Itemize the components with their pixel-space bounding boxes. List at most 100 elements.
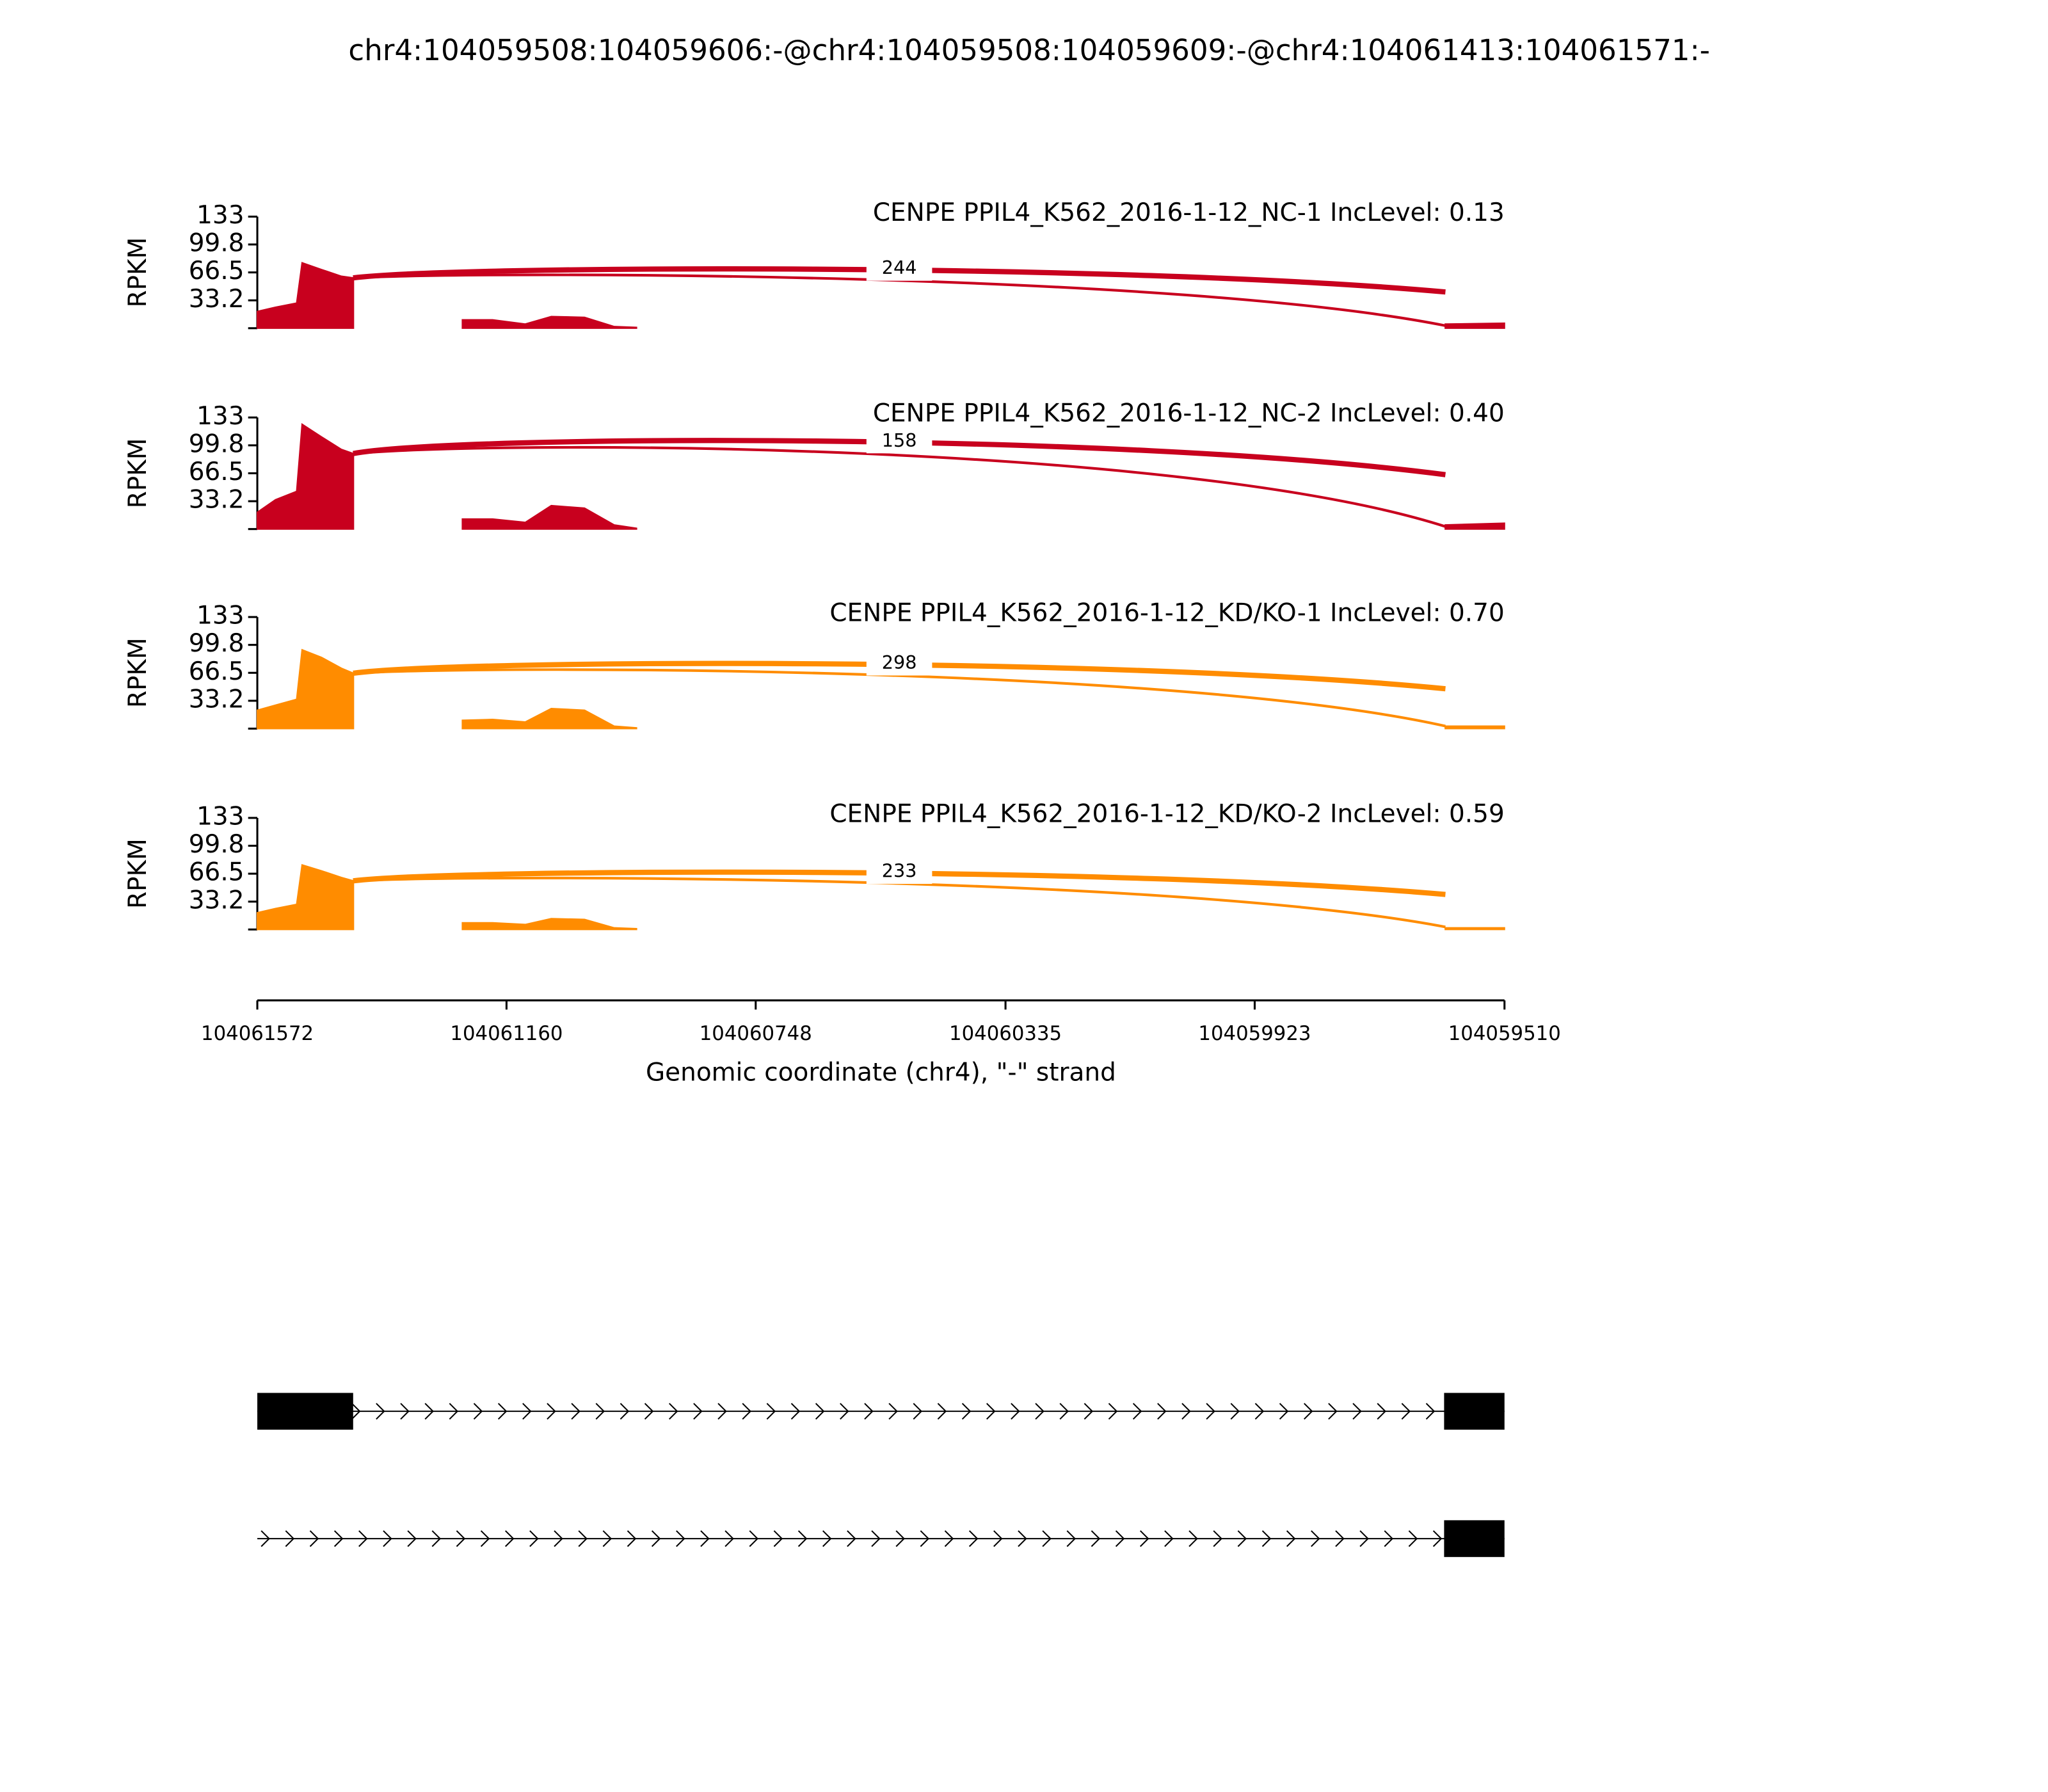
x-tick-label: 104060748 (700, 1022, 812, 1045)
strand-arrow (1401, 1403, 1411, 1420)
y-axis-label: RPKM (124, 838, 152, 909)
strand-arrow (1213, 1530, 1222, 1548)
strand-arrow (260, 1530, 270, 1548)
strand-arrow (1286, 1530, 1296, 1548)
strand-arrow (1042, 1530, 1052, 1548)
strand-arrow (1059, 1403, 1069, 1420)
y-axis-label: RPKM (124, 438, 152, 509)
strand-arrow (358, 1530, 368, 1548)
strand-arrow (944, 1530, 954, 1548)
y-axis-label: RPKM (124, 637, 152, 708)
y-tick-label: 66.5 (189, 257, 244, 285)
strand-arrow (920, 1530, 930, 1548)
strand-arrow (1140, 1530, 1149, 1548)
y-tick-label: 133 (196, 201, 244, 230)
strand-arrow (1157, 1403, 1167, 1420)
strand-arrow (913, 1403, 923, 1420)
y-tick-label: 66.5 (189, 458, 244, 486)
junction-label-bg (866, 860, 932, 884)
x-tick-label: 104059510 (1448, 1022, 1561, 1045)
junction-label: 158 (882, 429, 917, 451)
strand-arrow (1254, 1403, 1265, 1420)
strand-arrow (993, 1530, 1003, 1548)
strand-arrow (529, 1530, 539, 1548)
strand-arrow (1328, 1403, 1338, 1420)
strand-arrow (864, 1403, 874, 1420)
strand-arrow (847, 1530, 856, 1548)
y-tick-label: 66.5 (189, 657, 244, 686)
strand-arrow (742, 1403, 751, 1420)
strand-arrow (1408, 1530, 1418, 1548)
coverage-area (257, 422, 355, 530)
strand-arrow (383, 1530, 392, 1548)
x-tick-label: 104061572 (201, 1022, 314, 1045)
strand-arrow (571, 1403, 580, 1420)
junction-arc-minor (353, 876, 1446, 929)
strand-arrow (644, 1403, 654, 1420)
x-axis-label: Genomic coordinate (chr4), "-" strand (646, 1058, 1116, 1087)
strand-arrow (1432, 1530, 1443, 1548)
junction-label: 233 (882, 860, 917, 882)
y-tick-label: 133 (196, 802, 244, 831)
y-tick-label: 99.8 (189, 228, 244, 257)
coverage-area (1444, 322, 1505, 329)
strand-arrow (717, 1403, 727, 1420)
strand-arrow (1359, 1530, 1369, 1548)
strand-arrow (1115, 1530, 1125, 1548)
strand-arrow (895, 1530, 905, 1548)
y-tick-label: 33.2 (189, 685, 244, 714)
strand-arrow (1084, 1403, 1094, 1420)
y-tick-label: 133 (196, 602, 244, 630)
y-tick-label: 33.2 (189, 285, 244, 314)
strand-arrow (1425, 1403, 1436, 1420)
junction-arc-minor (353, 445, 1446, 528)
strand-arrow (840, 1403, 849, 1420)
x-tick-label: 104059923 (1198, 1022, 1311, 1045)
coverage-area (461, 504, 637, 530)
strand-arrow (1230, 1403, 1240, 1420)
junction-arc-minor (353, 668, 1446, 728)
strand-arrow (602, 1530, 612, 1548)
junction-arc (353, 660, 1446, 692)
strand-arrow (595, 1403, 605, 1420)
exon (1444, 1393, 1505, 1430)
strand-arrow (815, 1403, 825, 1420)
junction-label: 244 (882, 257, 917, 278)
strand-arrow (1261, 1530, 1272, 1548)
strand-arrow (351, 1403, 361, 1420)
coverage-area (1444, 927, 1505, 931)
strand-arrow (522, 1403, 532, 1420)
strand-arrow (1018, 1530, 1027, 1548)
y-tick-label: 66.5 (189, 858, 244, 887)
y-tick-label: 133 (196, 402, 244, 431)
coverage-area (461, 918, 637, 931)
coverage-area (1444, 725, 1505, 730)
junction-label-bg (866, 652, 932, 676)
strand-arrow (431, 1530, 442, 1548)
strand-arrow (480, 1530, 490, 1548)
strand-arrow (676, 1530, 685, 1548)
gene-model (257, 1393, 1505, 1557)
strand-arrow (285, 1530, 295, 1548)
strand-arrow (578, 1530, 588, 1548)
strand-arrow (449, 1403, 459, 1420)
strand-arrow (1311, 1530, 1320, 1548)
strand-arrow (456, 1530, 466, 1548)
strand-arrow (1206, 1403, 1215, 1420)
strand-arrow (1304, 1403, 1313, 1420)
coverage-area (461, 316, 637, 329)
strand-arrow (1132, 1403, 1142, 1420)
strand-arrow (968, 1530, 979, 1548)
strand-arrow (961, 1403, 972, 1420)
strand-arrow (888, 1403, 898, 1420)
panel-title: CENPE PPIL4_K562_2016-1-12_NC-1 IncLevel… (873, 198, 1505, 227)
junction-arc-minor (353, 273, 1446, 327)
strand-arrow (724, 1530, 734, 1548)
panel-title: CENPE PPIL4_K562_2016-1-12_KD/KO-2 IncLe… (829, 799, 1504, 828)
strand-arrow (1035, 1403, 1044, 1420)
strand-arrow (505, 1530, 515, 1548)
strand-arrow (937, 1403, 947, 1420)
strand-arrow (407, 1530, 417, 1548)
coverage-area (1444, 522, 1505, 530)
